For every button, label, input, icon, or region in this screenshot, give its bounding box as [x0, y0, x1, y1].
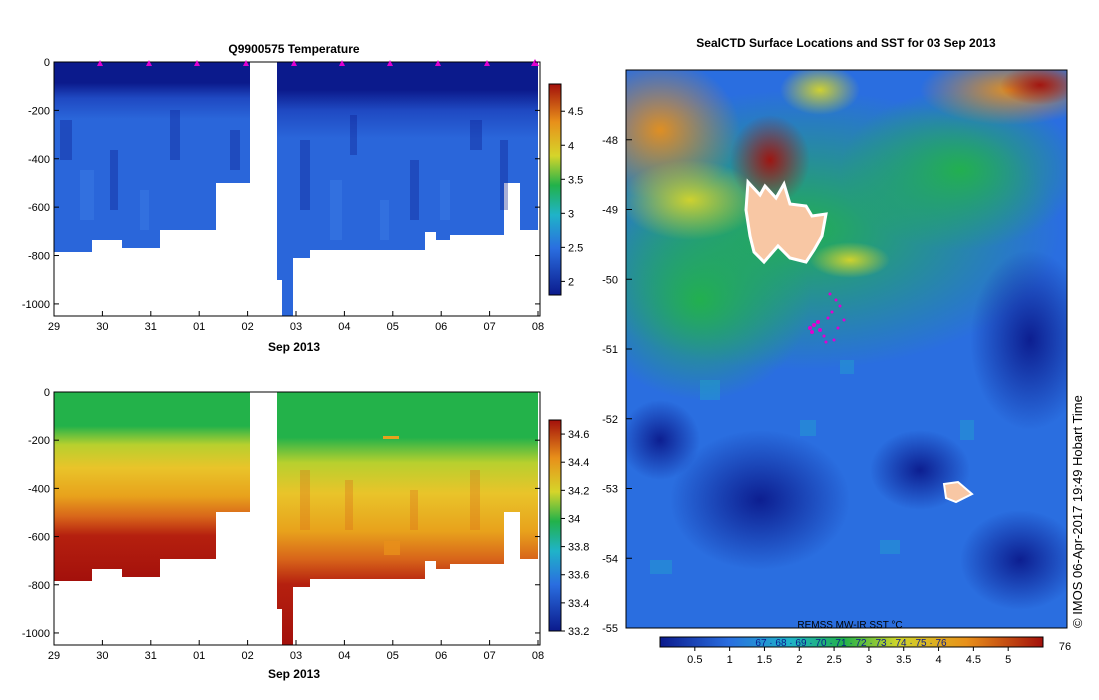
sst-colorbar-end-label: 76 [1059, 641, 1071, 653]
sst-map-y-axis: -48 -49 -50 -51 -52 -53 -54 -55 [602, 135, 632, 635]
salinity-panel: 0 -200 -400 -600 -800 -1000 29 30 31 01 02 03 04 05 0… [22, 387, 590, 681]
temperature-colorbar [548, 83, 562, 296]
y-tick-label: -600 [28, 532, 50, 544]
y-tick-label: -1000 [22, 628, 50, 640]
salinity-y-axis: 0 -200 -400 -600 -800 -1000 [22, 387, 540, 640]
x-tick-label: 05 [387, 650, 399, 662]
heard-island [942, 480, 974, 504]
y-tick-label: -1000 [22, 299, 50, 311]
sst-tick-label: 3 [866, 654, 872, 666]
x-tick-label: 02 [241, 321, 253, 333]
sst-map-field [626, 70, 1067, 628]
y-tick-label: -200 [28, 435, 50, 447]
lat-tick-label: -48 [602, 135, 618, 147]
x-tick-label: 29 [48, 650, 60, 662]
colorbar-tick-label: 33.6 [568, 570, 589, 582]
sst-colorbar-ticks: 0.5 1 1.5 2 2.5 3 3.5 4 4.5 5 76 [687, 641, 1071, 666]
x-tick-label: 31 [145, 650, 157, 662]
x-tick-label: 03 [290, 321, 302, 333]
colorbar-tick-label: 3 [568, 208, 574, 220]
x-tick-label: 03 [290, 650, 302, 662]
x-tick-label: 05 [387, 321, 399, 333]
x-tick-label: 31 [145, 321, 157, 333]
imos-credit: © IMOS 06-Apr-2017 19:49 Hobart Time [1070, 395, 1085, 628]
sst-colorbar-label: REMSS MW-IR SST °C [797, 620, 902, 631]
sst-map-title: SealCTD Surface Locations and SST for 03… [696, 36, 996, 50]
kerguelen-island [744, 178, 828, 265]
colorbar-tick-label: 33.2 [568, 626, 589, 638]
lat-tick-label: -54 [602, 553, 618, 565]
salinity-heatmap [54, 392, 540, 645]
y-tick-label: 0 [44, 387, 50, 399]
temperature-x-label: Sep 2013 [268, 340, 320, 354]
temperature-heatmap [54, 62, 540, 316]
colorbar-tick-label: 34.6 [568, 429, 589, 441]
colorbar-tick-label: 2.5 [568, 242, 583, 254]
salinity-colorbar [548, 419, 562, 632]
x-tick-label: 07 [483, 650, 495, 662]
y-tick-label: -400 [28, 154, 50, 166]
temperature-title: Q9900575 Temperature [228, 42, 360, 56]
colorbar-tick-label: 34.2 [568, 485, 589, 497]
sst-tick-label: 4.5 [966, 654, 981, 666]
sst-map-panel: SealCTD Surface Locations and SST for 03… [602, 36, 1085, 666]
y-tick-label: -200 [28, 105, 50, 117]
temperature-panel: Q9900575 Temperature [22, 42, 583, 354]
lat-tick-label: -52 [602, 414, 618, 426]
x-tick-label: 08 [532, 321, 544, 333]
colorbar-tick-label: 3.5 [568, 174, 583, 186]
y-tick-label: -400 [28, 483, 50, 495]
colorbar-tick-label: 2 [568, 276, 574, 288]
x-tick-label: 30 [96, 650, 108, 662]
x-tick-label: 06 [435, 650, 447, 662]
sst-tick-label: 4 [935, 654, 941, 666]
sst-colorbar-overlay: 67 · 68 · 69 · 70 · 71 · 72 · 73 · 74 · … [755, 638, 947, 649]
sst-tick-label: 2 [796, 654, 802, 666]
colorbar-tick-label: 33.4 [568, 598, 589, 610]
x-tick-label: 02 [241, 650, 253, 662]
sst-tick-label: 0.5 [687, 654, 702, 666]
colorbar-tick-label: 34 [568, 513, 580, 525]
x-tick-label: 07 [483, 321, 495, 333]
y-tick-label: -800 [28, 251, 50, 263]
salinity-x-axis: 29 30 31 01 02 03 04 05 06 07 08 [48, 640, 544, 662]
y-tick-label: 0 [44, 57, 50, 69]
sealctd-surface-locations [808, 292, 846, 344]
sst-tick-label: 1 [727, 654, 733, 666]
temperature-colorbar-ticks: 2 2.5 3 3.5 4 4.5 [561, 106, 583, 288]
lat-tick-label: -53 [602, 484, 618, 496]
temperature-y-axis: 0 -200 -400 -600 -800 -1000 [22, 57, 540, 311]
sst-colorbar [659, 636, 1044, 648]
x-tick-label: 29 [48, 321, 60, 333]
lat-tick-label: -49 [602, 205, 618, 217]
y-tick-label: -800 [28, 580, 50, 592]
salinity-x-label: Sep 2013 [268, 667, 320, 681]
x-tick-label: 04 [338, 650, 350, 662]
x-tick-label: 01 [193, 650, 205, 662]
colorbar-tick-label: 34.4 [568, 457, 589, 469]
colorbar-tick-label: 33.8 [568, 542, 589, 554]
x-tick-label: 04 [338, 321, 350, 333]
sst-tick-label: 3.5 [896, 654, 911, 666]
sst-tick-label: 2.5 [826, 654, 841, 666]
colorbar-tick-label: 4.5 [568, 106, 583, 118]
lat-tick-label: -50 [602, 274, 618, 286]
x-tick-label: 08 [532, 650, 544, 662]
sst-tick-label: 5 [1005, 654, 1011, 666]
temperature-x-axis: 29 30 31 01 02 03 04 05 06 07 08 [48, 311, 544, 333]
x-tick-label: 06 [435, 321, 447, 333]
colorbar-tick-label: 4 [568, 140, 574, 152]
lat-tick-label: -51 [602, 344, 618, 356]
sst-tick-label: 1.5 [757, 654, 772, 666]
lat-tick-label: -55 [602, 623, 618, 635]
salinity-colorbar-ticks: 33.2 33.4 33.6 33.8 34 34.2 34.4 34.6 [561, 429, 589, 638]
y-tick-label: -600 [28, 202, 50, 214]
x-tick-label: 01 [193, 321, 205, 333]
x-tick-label: 30 [96, 321, 108, 333]
